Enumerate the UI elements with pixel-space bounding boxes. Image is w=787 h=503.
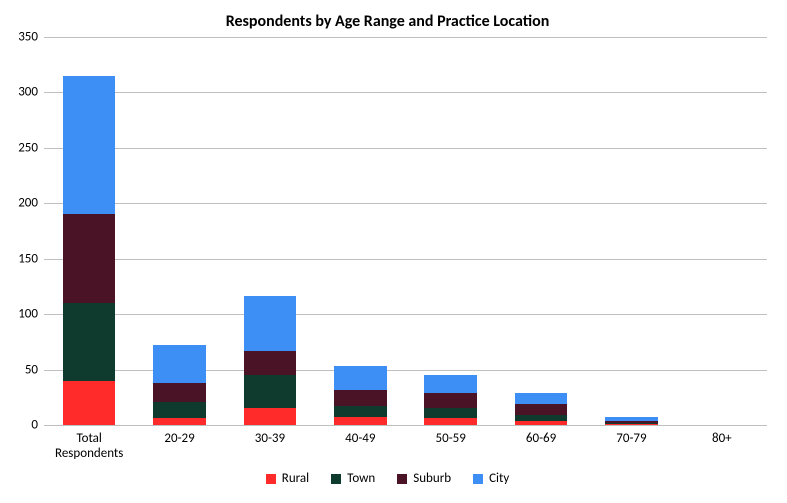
legend-label: Suburb: [413, 471, 451, 486]
legend-label: Rural: [282, 471, 309, 486]
bar-slot: [315, 366, 405, 425]
x-tick-label: 60-69: [496, 425, 586, 461]
bar-segment: [244, 408, 296, 425]
legend-item: Rural: [266, 471, 309, 486]
y-tick-label: 350: [18, 30, 44, 45]
bar-segment: [153, 383, 205, 402]
bar-segment: [334, 366, 386, 389]
y-tick-label: 150: [18, 251, 44, 266]
bar-segment: [334, 417, 386, 425]
bar-segment: [244, 296, 296, 350]
bar-segment: [515, 404, 567, 415]
y-tick-label: 200: [18, 196, 44, 211]
bar-segment: [153, 418, 205, 425]
stacked-bar: [515, 393, 567, 425]
legend-swatch: [331, 474, 341, 484]
legend-item: City: [473, 471, 509, 486]
x-tick-label: 20-29: [134, 425, 224, 461]
bar-slot: [406, 375, 496, 425]
bar-segment: [515, 393, 567, 404]
bar-slot: [134, 345, 224, 425]
stacked-bar: [63, 76, 115, 425]
bar-slot: [586, 417, 676, 425]
legend-swatch: [266, 474, 276, 484]
bar-segment: [244, 375, 296, 408]
bar-segment: [424, 375, 476, 393]
y-tick-label: 250: [18, 140, 44, 155]
bar-slot: [44, 76, 134, 425]
bar-segment: [424, 418, 476, 425]
legend-label: Town: [347, 471, 375, 486]
bar-segment: [63, 76, 115, 215]
bar-segment: [334, 390, 386, 407]
x-tick-label: 30-39: [225, 425, 315, 461]
legend: Rural Town Suburb City: [8, 471, 767, 486]
bar-segment: [63, 381, 115, 425]
legend-swatch: [397, 474, 407, 484]
legend-item: Town: [331, 471, 375, 486]
x-tick-label: 80+: [677, 425, 767, 461]
stacked-bar: [424, 375, 476, 425]
chart-title: Respondents by Age Range and Practice Lo…: [8, 12, 767, 31]
bar-segment: [244, 351, 296, 375]
x-tick-label: Total Respondents: [44, 425, 134, 461]
x-axis: Total Respondents20-2930-3940-4950-5960-…: [44, 425, 767, 461]
bar-segment: [424, 393, 476, 409]
bar-segment: [153, 345, 205, 383]
x-tick-label: 70-79: [586, 425, 676, 461]
bar-segment: [424, 408, 476, 418]
bar-slot: [225, 296, 315, 425]
stacked-bar: [153, 345, 205, 425]
plot-area: 050100150200250300350: [44, 37, 767, 425]
stacked-bar: [334, 366, 386, 425]
bar-slot: [496, 393, 586, 425]
y-tick-label: 50: [25, 362, 44, 377]
y-tick-label: 300: [18, 85, 44, 100]
chart-container: Respondents by Age Range and Practice Lo…: [0, 0, 787, 503]
bars-group: [44, 37, 767, 425]
x-tick-label: 40-49: [315, 425, 405, 461]
legend-label: City: [489, 471, 509, 486]
y-tick-label: 100: [18, 307, 44, 322]
bar-segment: [63, 303, 115, 381]
stacked-bar: [244, 296, 296, 425]
bar-segment: [63, 214, 115, 303]
legend-item: Suburb: [397, 471, 451, 486]
legend-swatch: [473, 474, 483, 484]
y-tick-label: 0: [31, 418, 44, 433]
stacked-bar: [605, 417, 657, 425]
bar-segment: [153, 402, 205, 419]
x-tick-label: 50-59: [406, 425, 496, 461]
bar-segment: [334, 406, 386, 417]
